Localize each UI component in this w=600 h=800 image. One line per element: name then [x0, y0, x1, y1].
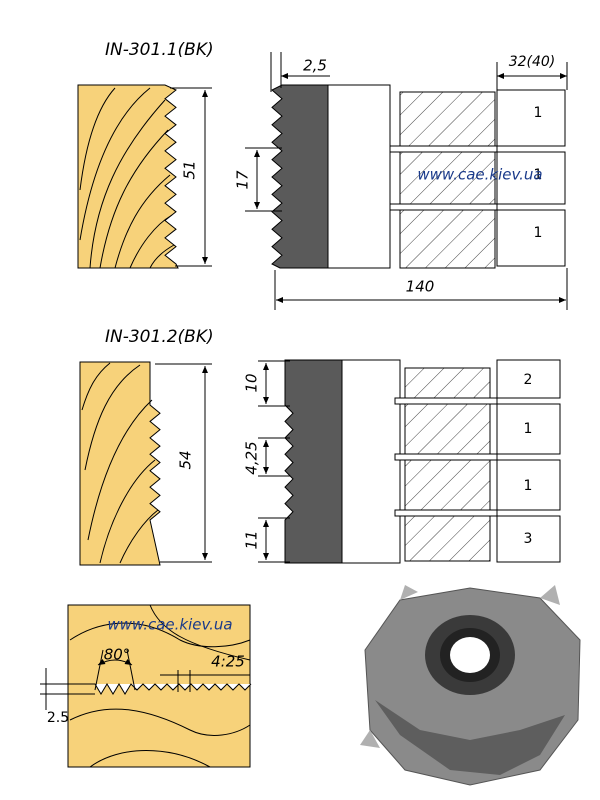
spacers	[394, 359, 561, 563]
spacer-label: 2	[524, 372, 533, 388]
cutter-photo	[360, 585, 581, 786]
workpiece	[79, 361, 161, 566]
wood-grain	[69, 604, 251, 768]
hub	[399, 91, 496, 269]
watermark: www.cae.kiev.ua	[107, 616, 232, 634]
angle-label: 80°	[104, 646, 131, 664]
spacer-label: 1	[524, 421, 533, 437]
spacer-label: 1	[534, 105, 543, 121]
dim-label: 2,5	[303, 57, 327, 75]
dim-label: 10	[243, 373, 261, 392]
spacer-label: 1	[534, 225, 543, 241]
dim-label: 17	[234, 170, 252, 190]
body	[341, 359, 401, 564]
dim-label: 2.5	[47, 710, 69, 726]
wood-grain	[79, 87, 175, 269]
spacer-label: 3	[524, 531, 533, 547]
dim-label: 4,25	[243, 441, 261, 474]
spacer-label: 1	[534, 167, 543, 183]
dim-label: 54	[177, 450, 195, 469]
body	[327, 84, 391, 269]
spacer-label: 1	[524, 478, 533, 494]
dim-label: 32(40)	[509, 54, 556, 70]
angle-arc	[97, 658, 133, 666]
dim-label: 140	[406, 278, 435, 296]
angle-line	[94, 649, 104, 691]
wood-grain	[81, 362, 159, 564]
spacers	[389, 89, 566, 267]
workpiece	[77, 84, 179, 269]
dim-label: 51	[181, 160, 199, 179]
title: IN-301.2(BK)	[105, 327, 214, 347]
tooth-profile	[68, 683, 252, 695]
hub	[404, 367, 491, 562]
blade	[271, 84, 329, 269]
angle-line	[126, 649, 136, 691]
title: IN-301.1(BK)	[105, 40, 214, 60]
dim-label: 11	[243, 530, 261, 549]
watermark: www.cae.kiev.ua	[417, 166, 542, 184]
blade	[284, 359, 343, 564]
dim-label: 4:25	[211, 653, 245, 671]
